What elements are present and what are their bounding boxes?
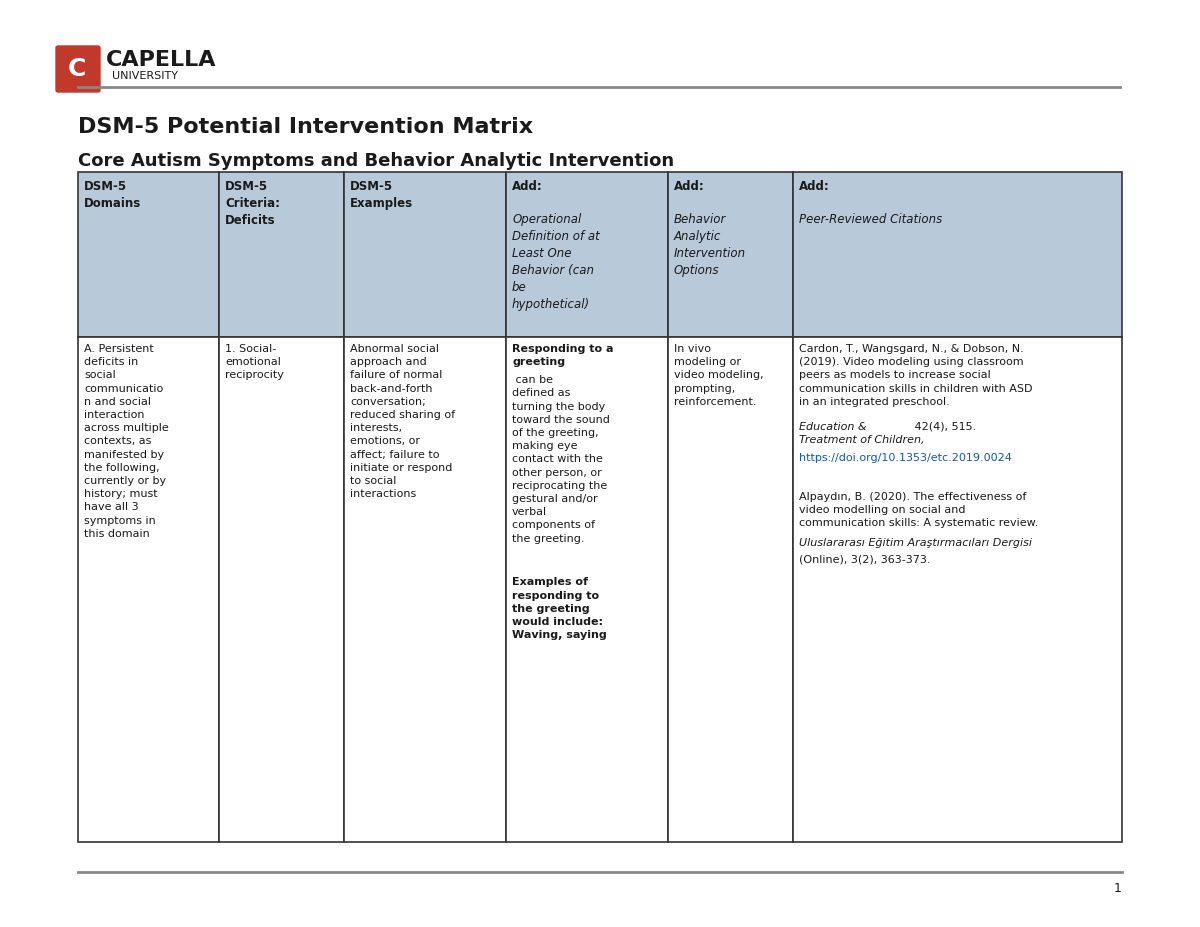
Text: 42(4), 515.: 42(4), 515.: [911, 422, 977, 432]
Bar: [218, 337, 344, 842]
Bar: [78, 172, 218, 337]
Bar: [668, 337, 793, 842]
Text: (Online), 3(2), 363-373.: (Online), 3(2), 363-373.: [799, 554, 931, 564]
Text: Add:: Add:: [674, 180, 704, 193]
Text: Uluslararası Eğitim Araştırmacıları Dergisi: Uluslararası Eğitim Araştırmacıları Derg…: [799, 539, 1032, 549]
Text: Examples of
responding to
the greeting
would include:
Waving, saying: Examples of responding to the greeting w…: [512, 578, 607, 641]
Text: https://doi.org/10.1353/etc.2019.0024: https://doi.org/10.1353/etc.2019.0024: [799, 453, 1012, 463]
Bar: [78, 337, 218, 842]
FancyBboxPatch shape: [56, 46, 100, 92]
Text: C: C: [68, 57, 86, 81]
Text: Peer-Reviewed Citations: Peer-Reviewed Citations: [799, 213, 942, 226]
Text: 1: 1: [1114, 882, 1122, 895]
Text: CAPELLA: CAPELLA: [106, 50, 216, 70]
Text: Alpaydın, B. (2020). The effectiveness of
video modelling on social and
communic: Alpaydın, B. (2020). The effectiveness o…: [799, 492, 1038, 528]
Text: Add:: Add:: [512, 180, 542, 193]
Text: Behavior
Analytic
Intervention
Options: Behavior Analytic Intervention Options: [674, 213, 746, 277]
Text: In vivo
modeling or
video modeling,
prompting,
reinforcement.: In vivo modeling or video modeling, prom…: [674, 344, 763, 407]
Text: Education &
Treatment of Children,: Education & Treatment of Children,: [799, 422, 925, 445]
Bar: [218, 172, 344, 337]
Text: UNIVERSITY: UNIVERSITY: [112, 71, 178, 81]
Bar: [793, 172, 1122, 337]
Text: DSM-5
Examples: DSM-5 Examples: [350, 180, 413, 210]
Text: Responding to a
greeting: Responding to a greeting: [512, 344, 613, 367]
Text: DSM-5
Criteria:
Deficits: DSM-5 Criteria: Deficits: [224, 180, 280, 227]
Bar: [344, 337, 506, 842]
Text: A. Persistent
deficits in
social
communicatio
n and social
interaction
across mu: A. Persistent deficits in social communi…: [84, 344, 169, 539]
Text: 1. Social-
emotional
reciprocity: 1. Social- emotional reciprocity: [224, 344, 284, 380]
Text: DSM-5
Domains: DSM-5 Domains: [84, 180, 142, 210]
Bar: [668, 172, 793, 337]
Bar: [344, 172, 506, 337]
Bar: [506, 337, 668, 842]
Text: Abnormal social
approach and
failure of normal
back-and-forth
conversation;
redu: Abnormal social approach and failure of …: [350, 344, 455, 500]
Bar: [506, 172, 668, 337]
Text: Add:: Add:: [799, 180, 830, 193]
Text: Cardon, T., Wangsgard, N., & Dobson, N.
(2019). Video modeling using classroom
p: Cardon, T., Wangsgard, N., & Dobson, N. …: [799, 344, 1033, 407]
Text: can be
defined as
turning the body
toward the sound
of the greeting,
making eye
: can be defined as turning the body towar…: [512, 375, 610, 543]
Bar: [793, 337, 1122, 842]
Text: Operational
Definition of at
Least One
Behavior (can
be
hypothetical): Operational Definition of at Least One B…: [512, 213, 600, 311]
Text: Core Autism Symptoms and Behavior Analytic Intervention: Core Autism Symptoms and Behavior Analyt…: [78, 152, 674, 170]
Text: DSM-5 Potential Intervention Matrix: DSM-5 Potential Intervention Matrix: [78, 117, 533, 137]
